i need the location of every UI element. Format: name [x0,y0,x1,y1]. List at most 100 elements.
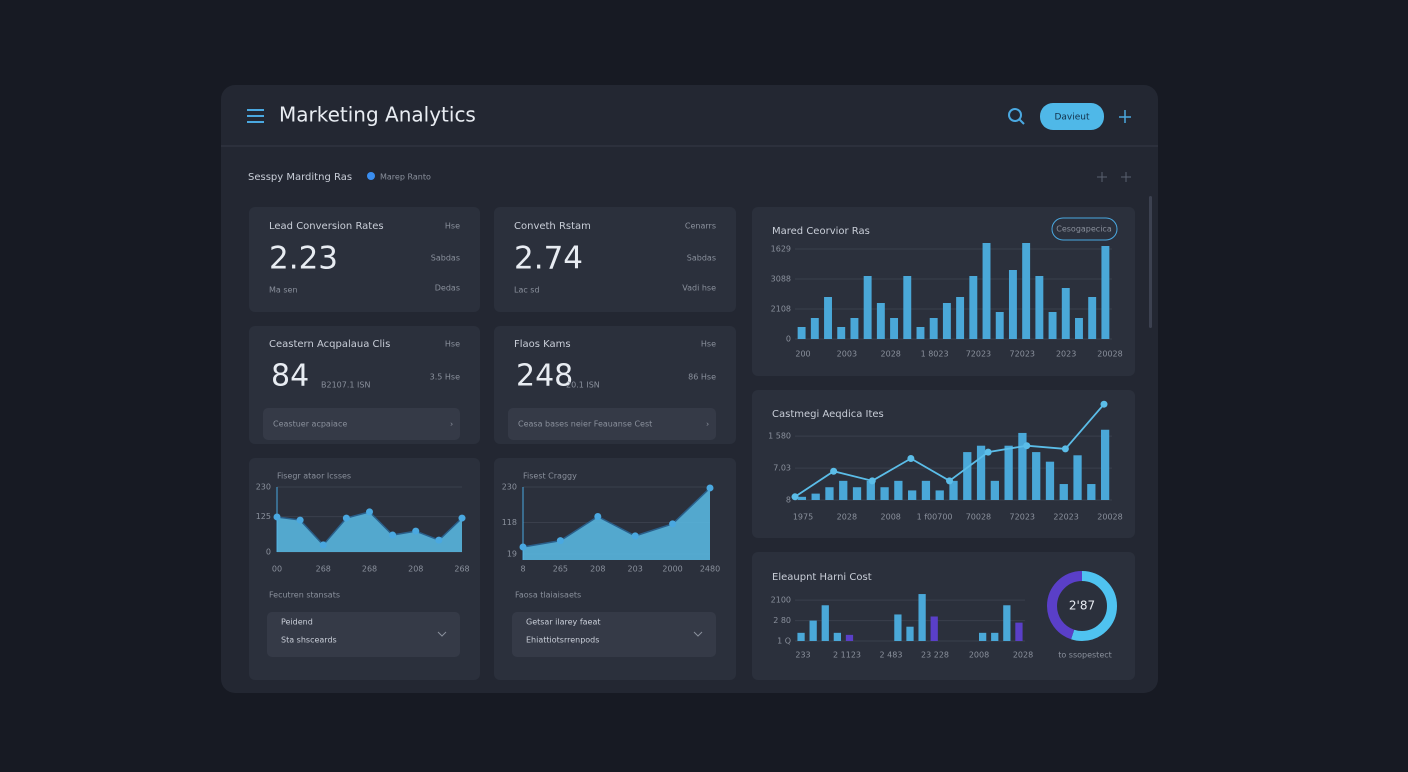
stat-action[interactable] [508,408,716,440]
bar [1087,484,1096,500]
x-tick-label: 2000 [662,565,682,574]
add-icon[interactable] [1119,110,1131,123]
x-tick-label: 2028 [837,513,857,522]
section-title: Sesspy Marditng Ras [248,172,352,183]
x-tick-label: 1 8023 [921,350,949,359]
bar [894,614,902,641]
bar [935,490,944,500]
y-tick-label: 2100 [771,596,791,605]
chevron [437,631,447,637]
kpi-value: 2.74 [514,241,583,277]
y-tick-label: 0 [786,335,791,344]
bar [921,480,931,500]
menu-icon[interactable] [247,109,264,123]
point [366,508,373,516]
bar [1035,276,1044,339]
scrollbar[interactable] [1149,196,1152,328]
bar [1048,312,1057,339]
stat-action-label[interactable]: Ceasa bases neier Feauanse Cest [518,420,652,429]
donut-label: 2'87 [1069,599,1095,613]
x-tick-label: 268 [454,565,469,574]
button-label[interactable]: Davieut [1054,113,1090,123]
bar [956,297,965,339]
kpi-side: Sabdas [687,254,716,263]
bar [811,493,820,500]
stat-side: 86 Hse [688,373,716,382]
primary-button[interactable] [1040,103,1104,130]
y-tick-label: 7.03 [773,464,791,473]
bar [995,312,1004,339]
point [706,484,714,492]
x-tick-label: 265 [553,565,568,574]
status-dot [367,172,375,180]
bar [930,616,938,641]
footer-label: Fecutren stansats [269,591,340,600]
bar [1022,243,1031,339]
bar [991,632,999,641]
bar [797,632,805,641]
bar [942,303,951,339]
chevron [693,631,703,637]
x-tick-label: 208 [590,565,605,574]
bar [880,487,889,500]
x-tick-label: 208 [408,565,423,574]
x-tick-label: 20028 [1097,350,1122,359]
card [752,552,1135,680]
x-tick-label: 72023 [1010,513,1035,522]
bar [903,276,912,339]
bar [797,327,806,339]
stat-label: Flaos Kams [514,339,571,350]
select-value: Ehiattiotsrrenpods [526,636,599,645]
kpi-link[interactable]: Vadi hse [682,284,716,293]
stat-action-label[interactable]: Ceastuer acpaiace [273,420,347,429]
point [412,527,420,535]
point [1100,400,1108,408]
select[interactable] [512,612,716,657]
bar [825,487,834,500]
section-icons[interactable] [1097,172,1131,182]
chart-button[interactable] [1051,217,1118,241]
chart-button-label[interactable]: Cesogapecica [1056,225,1112,234]
chart-footer: to ssopestect [1058,651,1112,660]
x-tick-label: 2008 [969,651,989,660]
chevron[interactable]: › [706,420,709,429]
kpi-foot: Ma sen [269,286,298,295]
x-tick-label: 268 [316,565,331,574]
bar [1018,432,1027,500]
y-tick-label: 0 [266,548,271,557]
select-label: Peidend [281,618,313,627]
chart-title: Fisegr ataor Icsses [277,472,351,481]
bar [837,327,846,339]
bar [845,634,854,641]
kpi-link[interactable]: Dedas [435,284,460,293]
bar [908,490,917,500]
x-tick-label: 2008 [881,513,901,522]
donut-segment [1047,571,1117,641]
stat-value: 248 [516,359,573,394]
x-tick-label: 00 [272,565,282,574]
bar [916,327,925,339]
point [342,514,350,522]
bar [876,303,885,339]
select[interactable] [267,612,460,657]
chevron[interactable]: › [450,420,453,429]
bar [810,318,819,339]
point [296,516,304,524]
bar [1101,246,1110,339]
stat-action[interactable] [263,408,460,440]
bar [797,496,807,500]
area [523,487,710,560]
area [277,511,462,552]
point [273,513,281,521]
point [1023,442,1031,450]
bar [1003,605,1011,641]
y-tick-label: 125 [256,512,271,521]
x-tick-label: 23 228 [921,651,949,660]
kpi-value: 2.23 [269,241,338,277]
kpi-foot: Lac sd [514,286,540,295]
bar [1088,297,1097,339]
y-tick-label: 118 [502,518,517,527]
bar [976,445,986,500]
search-icon[interactable] [1008,108,1025,125]
